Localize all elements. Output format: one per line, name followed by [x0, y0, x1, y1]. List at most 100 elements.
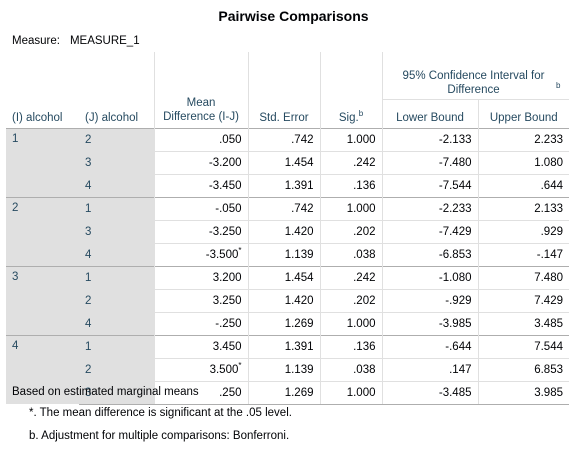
- header-j-alcohol: (J) alcohol: [85, 111, 139, 124]
- std-error-cell: 1.269: [247, 311, 320, 335]
- mean-difference-value: 3.200: [212, 271, 242, 284]
- mean-difference-value: -3.250: [208, 225, 242, 238]
- row-j-value: 3: [79, 150, 154, 174]
- table-row: 3 1 3.200 1.454.242 -1.080 7.480: [6, 265, 569, 335]
- significance-marker: *: [238, 245, 242, 255]
- measure-line: Measure: MEASURE_1: [12, 35, 140, 47]
- sig-cell: 1.000: [319, 127, 382, 151]
- table-title: Pairwise Comparisons: [218, 8, 369, 24]
- sig-cell: .136: [319, 334, 382, 358]
- header-sig-text: Sig.: [338, 111, 359, 124]
- upper-bound-cell: 1.080: [477, 150, 569, 174]
- mean-difference-cell: .250: [153, 380, 248, 405]
- pairwise-comparisons-table: (I) alcohol (J) alcohol Mean Difference …: [6, 52, 569, 405]
- table-row: 2 3.500* 1.139.038.147 6.853: [6, 357, 569, 381]
- mean-difference-value: 3.250: [212, 294, 242, 307]
- std-error-cell: 1.454: [247, 150, 320, 174]
- std-error-cell: 1.391: [247, 173, 320, 197]
- row-j-value: 4: [79, 173, 154, 197]
- row-j-value: 1: [79, 265, 154, 289]
- upper-bound-cell: .644: [477, 173, 569, 197]
- measure-value: MEASURE_1: [69, 35, 140, 47]
- row-i-value: 1: [6, 127, 79, 197]
- upper-bound-cell: 2.233: [477, 127, 569, 151]
- sig-cell: .202: [319, 288, 382, 312]
- lower-bound-cell: .147: [381, 357, 478, 381]
- upper-bound-cell: 7.429: [477, 288, 569, 312]
- mean-difference-value: -3.500: [205, 248, 239, 261]
- upper-bound-cell: .929: [477, 219, 569, 243]
- significance-marker: *: [238, 360, 242, 370]
- sig-cell: 1.000: [319, 380, 382, 405]
- header-sig: Sig.b: [319, 52, 382, 128]
- sig-cell: 1.000: [319, 196, 382, 220]
- mean-difference-cell: -3.250: [153, 219, 248, 243]
- row-j-value: 2: [79, 127, 154, 151]
- mean-difference-cell: 3.500*: [153, 357, 248, 381]
- upper-bound-cell: 7.480: [477, 265, 569, 289]
- mean-difference-cell: .050: [153, 127, 248, 151]
- upper-bound-cell: 7.544: [477, 334, 569, 358]
- sig-cell: .242: [319, 150, 382, 174]
- mean-difference-value: -.050: [215, 202, 242, 215]
- footnote-marginal-means: Based on estimated marginal means: [12, 386, 199, 398]
- header-ci-group-text: 95% Confidence Interval for Difference: [402, 69, 545, 96]
- header-sig-sup: b: [358, 108, 364, 118]
- sig-cell: .242: [319, 265, 382, 289]
- table-row: 3 .250 1.269 1.000 -3.485 3.985: [6, 380, 569, 405]
- row-j-value: 4: [79, 311, 154, 335]
- table-row: 4 1 3.450 1.391.136 -.644 7.544: [6, 334, 569, 404]
- std-error-cell: 1.420: [247, 288, 320, 312]
- upper-bound-cell: 3.985: [477, 380, 569, 405]
- upper-bound-cell: -.147: [477, 242, 569, 266]
- sig-cell: .202: [319, 219, 382, 243]
- header-i-alcohol: (I) alcohol: [12, 111, 63, 124]
- header-mean-difference-text: Mean Difference (I-J): [163, 96, 239, 123]
- row-i-value: 4: [6, 334, 79, 404]
- table-row: 1 2 .050 .742 1.000 -2.133 2.233: [6, 127, 569, 197]
- table-row: 2 3.250 1.420.202 -.929 7.429: [6, 288, 569, 312]
- mean-difference-cell: -3.200: [153, 150, 248, 174]
- mean-difference-value: -.250: [215, 317, 242, 330]
- header-mean-difference: Mean Difference (I-J): [153, 52, 248, 128]
- footnote-significance: *. The mean difference is significant at…: [29, 407, 292, 419]
- lower-bound-cell: -6.853: [381, 242, 478, 266]
- mean-difference-cell: 3.200: [153, 265, 248, 289]
- header-ci-group: 95% Confidence Interval for Difference b: [381, 52, 569, 100]
- mean-difference-value: -3.450: [208, 179, 242, 192]
- row-j-value: 2: [79, 288, 154, 312]
- upper-bound-cell: 2.133: [477, 196, 569, 220]
- lower-bound-cell: -.644: [381, 334, 478, 358]
- measure-label: Measure:: [12, 35, 60, 47]
- upper-bound-cell: 3.485: [477, 311, 569, 335]
- mean-difference-value: -3.200: [208, 156, 242, 169]
- lower-bound-cell: -.929: [381, 288, 478, 312]
- mean-difference-value: 3.500: [209, 363, 239, 376]
- upper-bound-cell: 6.853: [477, 357, 569, 381]
- std-error-cell: 1.269: [247, 380, 320, 405]
- mean-difference-cell: 3.250: [153, 288, 248, 312]
- header-lower-bound: Lower Bound: [381, 99, 478, 128]
- std-error-cell: 1.139: [247, 242, 320, 266]
- std-error-cell: .742: [247, 127, 320, 151]
- header-upper-bound: Upper Bound: [477, 99, 569, 128]
- mean-difference-value: .250: [219, 386, 242, 399]
- row-j-value: 2: [79, 357, 154, 381]
- sig-cell: .038: [319, 242, 382, 266]
- table-row: 2 1 -.050 .742 1.000 -2.233 2.133: [6, 196, 569, 266]
- header-std-error: Std. Error: [247, 52, 320, 128]
- row-j-value: 1: [79, 334, 154, 358]
- footnote-bonferroni: b. Adjustment for multiple comparisons: …: [29, 430, 290, 442]
- table-row: 4 -3.450 1.391.136 -7.544.644: [6, 173, 569, 197]
- mean-difference-value: .050: [219, 133, 242, 146]
- row-i-value: 3: [6, 265, 79, 335]
- row-j-value: 1: [79, 196, 154, 220]
- lower-bound-cell: -1.080: [381, 265, 478, 289]
- row-j-value: 4: [79, 242, 154, 266]
- table-row: 3 -3.200 1.454.242 -7.480 1.080: [6, 150, 569, 174]
- row-j-value: 3: [79, 380, 154, 405]
- lower-bound-cell: -3.985: [381, 311, 478, 335]
- lower-bound-cell: -2.133: [381, 127, 478, 151]
- row-i-value: 2: [6, 196, 79, 266]
- mean-difference-value: 3.450: [212, 340, 242, 353]
